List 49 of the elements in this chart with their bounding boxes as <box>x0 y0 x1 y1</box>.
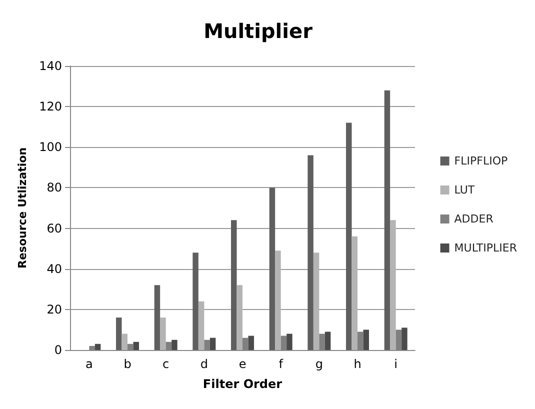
bar <box>324 332 331 350</box>
bar <box>133 342 139 350</box>
bar <box>269 188 276 350</box>
bar <box>94 344 101 350</box>
x-tick-label: g <box>315 357 323 371</box>
bar <box>154 285 160 350</box>
y-axis-title: Resource Utlization <box>16 147 30 269</box>
bar <box>363 330 369 350</box>
legend-label: MULTIPLIER <box>454 242 518 254</box>
x-tick-label: b <box>124 357 132 371</box>
x-tick-label: f <box>278 357 284 371</box>
legend-label: LUT <box>454 184 475 196</box>
y-tick-label: 60 <box>46 221 62 236</box>
x-tick-label: a <box>85 357 93 371</box>
x-tick-label: h <box>354 357 362 371</box>
bar <box>210 338 216 350</box>
bar <box>231 220 237 350</box>
x-tick-label: d <box>200 357 208 371</box>
y-tick-label: 140 <box>39 59 62 73</box>
legend-label: ADDER <box>454 212 494 226</box>
bar <box>275 250 281 350</box>
bar <box>192 252 198 350</box>
x-axis-title: Filter Order <box>202 377 282 391</box>
x-tick-label: e <box>238 357 246 371</box>
bar <box>346 122 352 350</box>
bar <box>313 252 320 350</box>
bar <box>116 318 122 350</box>
bar <box>172 340 178 350</box>
y-tick-label: 20 <box>46 302 62 316</box>
bar <box>198 301 204 350</box>
y-tick-label: 100 <box>39 140 62 154</box>
y-tick-label: 0 <box>54 343 62 357</box>
y-tick-label: 80 <box>46 180 62 195</box>
bar <box>122 334 128 350</box>
bar <box>160 318 166 350</box>
bar <box>248 336 254 350</box>
bar <box>286 334 292 350</box>
y-tick-label: 120 <box>39 100 62 114</box>
bar <box>384 90 390 350</box>
bar <box>402 328 408 350</box>
bar <box>352 236 358 350</box>
bar <box>390 220 396 350</box>
bar <box>308 155 314 350</box>
y-tick-label: 40 <box>46 262 62 276</box>
bar <box>236 285 242 350</box>
x-tick-label: c <box>162 357 170 371</box>
x-tick-label: i <box>394 357 398 371</box>
chart-title: Multiplier <box>204 19 313 43</box>
legend-label: FLIPFLIOP <box>454 154 508 168</box>
